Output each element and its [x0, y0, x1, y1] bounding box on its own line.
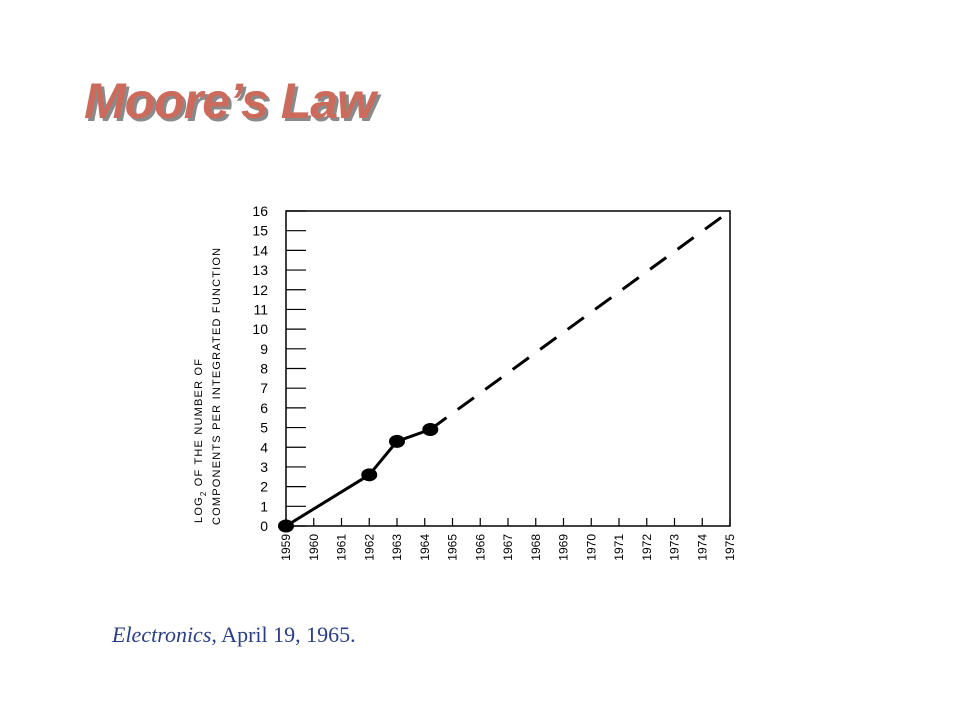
y-tick-label: 13 — [252, 262, 268, 278]
x-tick-label: 1969 — [557, 534, 571, 561]
data-point-marker — [361, 468, 378, 482]
y-axis-label: LOG2 OF THE NUMBER OF COMPONENTS PER INT… — [193, 247, 223, 525]
extrapolated-trend-line — [429, 209, 731, 431]
data-point-marker — [278, 519, 294, 533]
y-tick-label: 11 — [253, 301, 268, 317]
y-tick-label: 4 — [260, 439, 268, 455]
y-tick-label: 15 — [252, 223, 268, 239]
y-tick-label: 12 — [252, 282, 268, 298]
y-tick-label: 9 — [260, 341, 268, 357]
y-tick-label: 7 — [260, 380, 268, 396]
x-tick-label: 1963 — [390, 534, 404, 561]
y-tick-label: 8 — [260, 361, 268, 377]
x-tick-label: 1970 — [584, 534, 598, 561]
x-tick-label: 1959 — [279, 534, 293, 561]
x-tick-label: 1974 — [695, 534, 709, 561]
measured-data-line — [285, 428, 431, 528]
x-axis-ticks: 1959 1960 1961 1962 1963 1964 1965 1966 1967 1968… — [279, 518, 737, 561]
source-date: , April 19, 1965. — [211, 622, 356, 647]
y-tick-label: 5 — [260, 420, 268, 436]
x-tick-label: 1961 — [335, 534, 349, 561]
y-axis-label-log: LOG — [193, 496, 205, 523]
y-tick-label: 2 — [260, 479, 268, 495]
chart-series — [278, 209, 731, 533]
y-tick-label: 16 — [252, 203, 268, 219]
x-tick-label: 1965 — [446, 534, 460, 561]
source-citation: Electronics, April 19, 1965. — [112, 622, 356, 648]
y-axis-label-line2: COMPONENTS PER INTEGRATED FUNCTION — [211, 247, 223, 525]
x-tick-label: 1972 — [640, 534, 654, 561]
source-publication: Electronics — [112, 622, 212, 647]
y-tick-label: 6 — [260, 400, 268, 416]
y-tick-label: 14 — [252, 242, 268, 258]
x-tick-label: 1971 — [612, 534, 626, 561]
y-axis-label-line1: LOG2 OF THE NUMBER OF — [193, 358, 208, 523]
y-tick-label: 3 — [260, 459, 268, 475]
y-tick-label: 1 — [260, 498, 268, 514]
y-tick-label: 10 — [252, 321, 268, 337]
x-tick-label: 1966 — [473, 534, 487, 561]
data-point-marker — [389, 434, 405, 448]
x-tick-label: 1964 — [418, 534, 432, 561]
x-tick-label: 1973 — [668, 534, 682, 561]
x-tick-label: 1962 — [362, 534, 376, 561]
x-tick-label: 1967 — [501, 534, 515, 561]
x-tick-label: 1968 — [529, 534, 543, 561]
x-tick-label: 1960 — [307, 534, 321, 561]
y-axis-label-rest: OF THE NUMBER OF — [193, 358, 205, 491]
slide-title: Moore’s Law — [84, 73, 376, 129]
y-tick-label: 0 — [260, 518, 268, 534]
y-axis-label-subscript: 2 — [199, 491, 208, 497]
x-tick-label: 1975 — [723, 534, 737, 561]
